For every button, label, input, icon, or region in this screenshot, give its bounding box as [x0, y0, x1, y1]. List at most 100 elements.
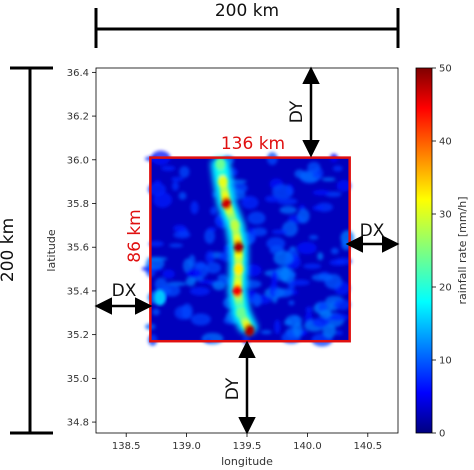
y-tick-label: 36.0: [67, 155, 89, 166]
rain-band-point: [215, 158, 226, 171]
y-tick-label: 35.6: [67, 243, 89, 254]
heatmap-speckle: [335, 330, 343, 336]
heatmap-speckle: [251, 227, 268, 237]
rain-band-point: [233, 263, 244, 276]
outer-width-label: 200 km: [215, 1, 279, 21]
colorbar-ticks: 0 10 20 30 40 50: [432, 64, 452, 440]
heatmap-speckle: [324, 273, 343, 290]
heatmap-speckle: [185, 276, 196, 287]
x-axis-ticks: 138.5 139.0 139.5 140.0 140.5: [112, 433, 382, 452]
heatmap-speckle: [148, 241, 164, 247]
heatmap-speckle: [271, 229, 288, 235]
rain-band-core: [215, 158, 255, 337]
heatmap-speckle: [173, 224, 187, 233]
heatmap-speckle: [330, 247, 339, 255]
heatmap-speckle: [312, 317, 330, 328]
heatmap-speckle: [153, 192, 173, 208]
y-axis-ticks: 34.8 35.0 35.2 35.4 35.6 35.8 36.0 36.2 36.4: [67, 68, 96, 429]
heatmap-speckle: [296, 241, 317, 255]
heatmap-speckle: [279, 206, 297, 214]
rain-band-point: [244, 324, 255, 337]
heatmap-speckle: [333, 299, 351, 311]
rainfall-heatmap: [141, 150, 355, 347]
heatmap-speckle: [186, 268, 202, 278]
outer-height-bar: [10, 66, 53, 435]
colorbar-tick-label: 10: [439, 356, 452, 367]
dx-left-label: DX: [112, 281, 137, 301]
y-tick-label: 35.2: [67, 330, 89, 341]
heatmap-speckle: [280, 265, 290, 282]
heatmap-speckle: [318, 301, 328, 313]
heatmap-speckle: [307, 161, 321, 173]
rain-band-point: [221, 197, 232, 210]
y-tick-label: 36.4: [67, 68, 89, 79]
heatmap-speckle: [189, 286, 210, 296]
x-tick-label: 140.5: [353, 441, 382, 452]
colorbar: [415, 67, 433, 434]
dy-top-label: DY: [287, 100, 307, 123]
heatmap-speckle: [207, 227, 217, 232]
heatmap-speckle: [282, 221, 298, 237]
y-tick-label: 35.4: [67, 286, 89, 297]
heatmap-speckle: [274, 319, 281, 335]
y-tick-label: 35.0: [67, 374, 89, 385]
dx-right-label: DX: [360, 221, 385, 241]
heatmap-speckle: [288, 300, 295, 306]
y-axis-label: latitude: [45, 229, 58, 271]
heatmap-speckle: [292, 321, 303, 338]
heatmap-speckle: [205, 261, 221, 274]
colorbar-tick-label: 50: [439, 64, 452, 75]
heatmap-speckle: [336, 180, 351, 192]
heatmap-speckle: [294, 169, 306, 179]
heatmap-speckle: [205, 250, 215, 264]
colorbar-tick-label: 0: [439, 429, 445, 440]
heatmap-speckle: [332, 165, 343, 172]
heatmap-speckle: [247, 211, 266, 225]
heatmap-speckle: [198, 279, 212, 284]
heatmap-speckle: [244, 264, 262, 277]
heatmap-speckle: [204, 228, 216, 244]
colorbar-label: rainfall rate [mm/h]: [456, 196, 469, 304]
rain-band-point: [217, 175, 228, 188]
heatmap-speckle: [162, 269, 175, 279]
heatmap-speckle: [317, 252, 324, 261]
heatmap-speckle: [322, 324, 337, 339]
colorbar-tick-label: 20: [439, 283, 452, 294]
heatmap-speckle: [327, 313, 349, 321]
heatmap-speckle: [303, 263, 322, 269]
heatmap-speckle: [241, 195, 259, 210]
heatmap-speckle: [260, 330, 272, 335]
heatmap-speckle: [152, 308, 160, 316]
heatmap-speckle: [178, 191, 187, 200]
heatmap-speckle: [181, 303, 193, 320]
heatmap-speckle: [312, 205, 324, 211]
outer-height-label: 200 km: [0, 218, 18, 282]
rain-band-point: [233, 241, 244, 254]
x-axis-label: longitude: [221, 455, 273, 468]
heatmap-speckle: [271, 270, 278, 286]
heatmap-speckle: [146, 256, 168, 261]
heatmap-speckle: [290, 279, 310, 286]
heatmap-speckle: [273, 288, 293, 298]
inner-width-label: 136 km: [221, 134, 285, 154]
rain-cell-west: [154, 289, 167, 306]
colorbar-tick-label: 30: [439, 210, 452, 221]
x-tick-label: 138.5: [112, 441, 141, 452]
heatmap-speckle: [179, 166, 190, 178]
heatmap-speckle: [305, 306, 313, 314]
y-tick-label: 35.8: [67, 199, 89, 210]
x-tick-label: 140.0: [293, 441, 322, 452]
rain-band-point: [232, 284, 243, 297]
heatmap-speckle: [163, 284, 181, 297]
heatmap-speckle: [297, 208, 310, 224]
heatmap-speckle: [171, 181, 179, 191]
colorbar-tick-label: 40: [439, 137, 452, 148]
heatmap-speckle: [321, 177, 336, 182]
heatmap-speckle: [329, 259, 346, 266]
outer-width-bar: [94, 8, 400, 48]
heatmap-speckle: [312, 189, 331, 196]
heatmap-speckle: [308, 235, 319, 240]
y-tick-label: 36.2: [67, 112, 89, 123]
heatmap-speckle: [201, 332, 224, 345]
